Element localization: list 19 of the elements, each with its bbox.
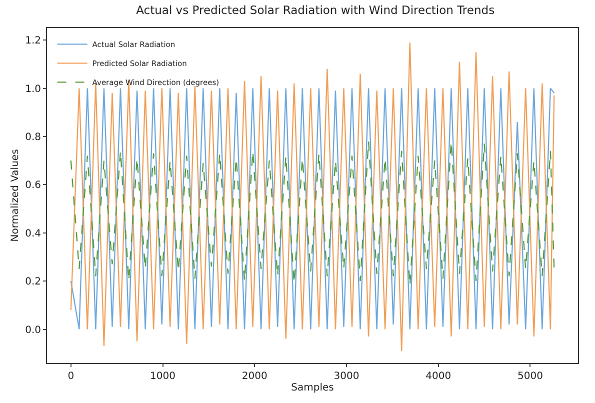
y-axis-title: Normalized Values: [10, 149, 22, 242]
x-tick-label: 5000: [518, 371, 543, 382]
x-axis-title: Samples: [291, 382, 334, 394]
y-tick-label: 0.0: [25, 324, 41, 336]
y-tick-label: 0.4: [25, 228, 41, 240]
x-tick-label: 3000: [334, 371, 360, 382]
line-series: [70, 42, 555, 352]
x-tick-label: 0: [68, 371, 74, 382]
chart-title: Actual vs Predicted Solar Radiation with Wind Direction Trends: [136, 3, 495, 18]
y-tick-label: 0.6: [25, 180, 41, 192]
y-tick-label: 0.8: [25, 132, 41, 143]
x-tick-label: 2000: [242, 371, 268, 382]
x-tick-label: 1000: [150, 371, 176, 382]
y-tick-label: 1.0: [25, 84, 41, 95]
y-tick-label: 1.2: [25, 36, 41, 47]
y-tick-label: 0.2: [25, 276, 41, 288]
x-tick-label: 4000: [426, 371, 452, 382]
line-series: [70, 140, 555, 286]
line-series: [70, 88, 555, 330]
